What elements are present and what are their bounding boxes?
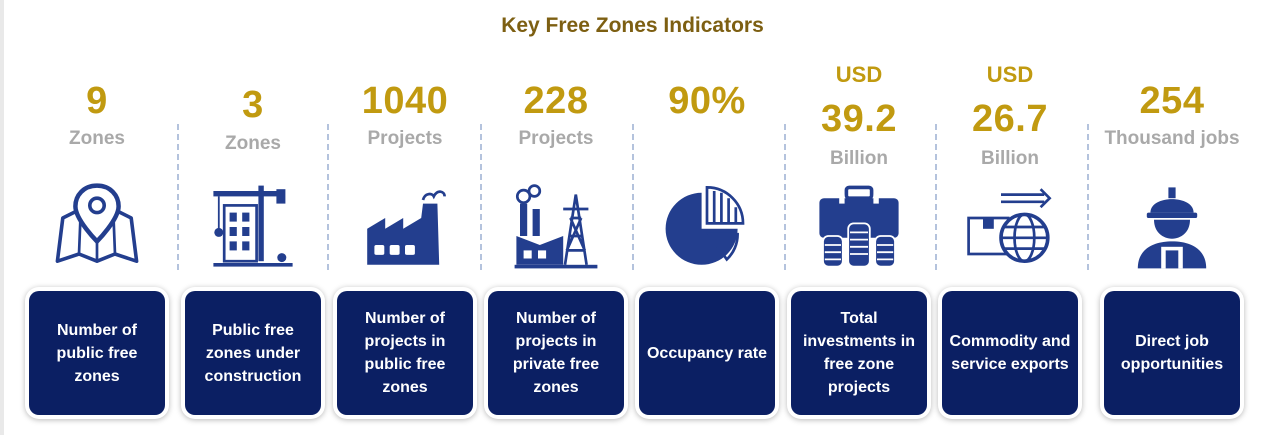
indicator-label-card: Total investments in free zone projects — [791, 291, 927, 415]
indicator-unit: Zones — [69, 128, 125, 149]
indicator-label: Number of public free zones — [56, 321, 138, 385]
indicator-unit: Projects — [367, 128, 443, 149]
indicator-label: Total investments in free zone projects — [802, 310, 916, 396]
indicator-exports: USD 26.7 Billion Commodity and service e… — [935, 60, 1085, 430]
indicator-value: 90% — [668, 80, 746, 122]
indicator-label: Direct job opportunities — [1120, 333, 1224, 373]
indicator-label: Public free zones under construction — [204, 321, 302, 385]
indicator-value: 228 — [523, 80, 589, 122]
industrial-plant-icon — [511, 182, 601, 272]
indicator-value: 26.7 — [972, 98, 1048, 140]
indicator-unit: Zones — [225, 133, 281, 154]
factory-icon — [360, 182, 450, 272]
indicator-label: Commodity and service exports — [949, 333, 1071, 373]
indicator-label-card: Direct job opportunities — [1104, 291, 1240, 415]
indicator-value: 254 — [1139, 80, 1205, 122]
column-divider — [632, 124, 634, 270]
indicator-label-card: Number of public free zones — [29, 291, 165, 415]
page-title: Key Free Zones Indicators — [501, 14, 764, 37]
indicator-prefix: USD — [986, 62, 1034, 87]
column-divider — [327, 124, 329, 270]
indicator-label: Occupancy rate — [646, 344, 768, 362]
left-edge-strip — [0, 0, 4, 435]
indicator-projects-private: 228 Projects Number of projects in priva… — [481, 60, 631, 430]
indicator-label-card: Public free zones under construction — [185, 291, 321, 415]
indicator-value: 9 — [86, 80, 108, 122]
indicator-prefix: USD — [835, 62, 883, 87]
indicator-total-investments: USD 39.2 Billion Total investments in fr… — [784, 60, 934, 430]
map-pin-icon — [52, 182, 142, 272]
indicator-unit: Thousand jobs — [1104, 128, 1240, 149]
indicator-unit: Billion — [980, 148, 1040, 169]
indicator-public-free-zones: 9 Zones Number of public free zones — [22, 60, 172, 430]
indicator-label-card: Number of projects in private free zones — [488, 291, 624, 415]
construction-crane-icon — [208, 182, 298, 272]
indicator-value: 1040 — [361, 80, 449, 122]
column-divider — [784, 124, 786, 270]
indicator-unit: Projects — [518, 128, 594, 149]
export-globe-icon — [965, 182, 1055, 272]
briefcase-coins-icon — [814, 182, 904, 272]
indicator-direct-jobs: 254 Thousand jobs Direct job opportuniti… — [1097, 60, 1247, 430]
column-divider — [1087, 124, 1089, 270]
column-divider — [935, 124, 937, 270]
indicator-value: 39.2 — [821, 98, 897, 140]
indicator-zones-under-construction: 3 Zones Public free zones under construc… — [178, 60, 328, 430]
indicator-value: 3 — [242, 84, 264, 126]
indicator-label-card: Commodity and service exports — [942, 291, 1078, 415]
indicator-label: Number of projects in public free zones — [364, 310, 446, 396]
indicator-label-card: Occupancy rate — [639, 291, 775, 415]
column-divider — [480, 124, 482, 270]
indicator-projects-public: 1040 Projects Number of projects in publ… — [330, 60, 480, 430]
indicator-label: Number of projects in private free zones — [512, 310, 600, 396]
indicator-occupancy: 90% Occupancy rate — [632, 60, 782, 430]
indicator-unit: Billion — [829, 148, 889, 169]
pie-chart-icon — [662, 182, 752, 272]
indicator-label-card: Number of projects in public free zones — [337, 291, 473, 415]
column-divider — [177, 124, 179, 270]
worker-icon — [1127, 182, 1217, 272]
